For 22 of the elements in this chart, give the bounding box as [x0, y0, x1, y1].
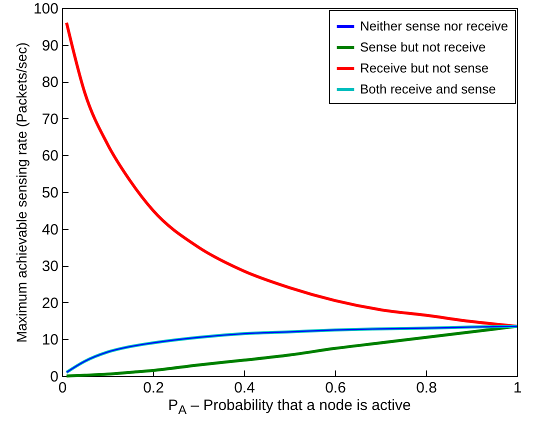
y-tick-label: 30	[42, 258, 58, 276]
x-tick-label: 0.4	[234, 380, 255, 396]
x-tick-label: 0.2	[143, 380, 164, 396]
x-axis-title: P$_{A}$ – Probability that a node is active	[167, 397, 412, 417]
y-tick-label: 10	[42, 332, 58, 349]
x-tick-label: 0.8	[416, 380, 437, 396]
y-axis-title: Maximum achievable sensing rate (Packets/sec)	[13, 42, 30, 343]
y-tick-label: 90	[42, 37, 58, 54]
y-tick-label: 50	[42, 184, 58, 202]
legend-label: Sense but not receive	[360, 40, 486, 54]
legend-label: Both receive and sense	[360, 82, 496, 96]
y-tick-label: 80	[42, 74, 58, 92]
legend-label: Receive but not sense	[360, 60, 489, 76]
y-tick-label: 60	[42, 148, 58, 165]
x-tick-label: 1	[513, 380, 522, 396]
y-tick-label: 0	[50, 368, 58, 386]
x-tick-label: 0.6	[325, 380, 346, 396]
y-tick-label: 100	[33, 0, 58, 18]
y-tick-label: 70	[42, 110, 58, 128]
y-tick-label: 40	[42, 221, 58, 238]
y-tick-label: 20	[42, 294, 58, 312]
legend-label: Neither sense nor receive	[360, 18, 508, 34]
